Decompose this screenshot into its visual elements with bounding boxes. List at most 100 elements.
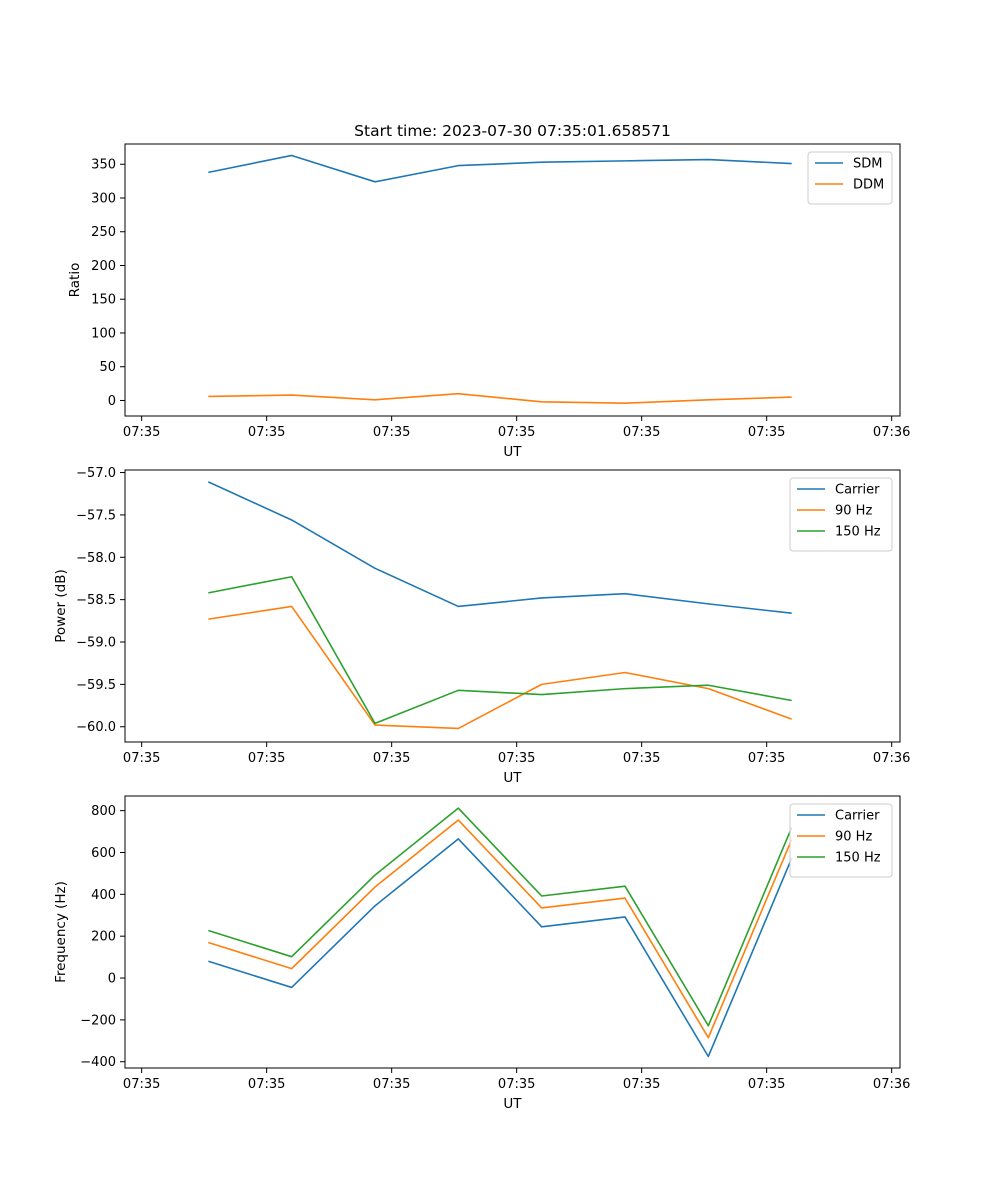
data-point-150-hz	[373, 722, 376, 725]
series-line-150-hz	[208, 575, 792, 725]
legend-label: 150 Hz	[835, 525, 881, 540]
x-tick-label: 07:35	[748, 1077, 785, 1092]
y-tick-label: 800	[91, 804, 116, 819]
data-point-150-hz	[457, 689, 460, 692]
x-axis-label: UT	[503, 1096, 522, 1112]
data-point-ddm	[623, 402, 626, 405]
y-tick-label: 350	[91, 158, 116, 173]
series-line-90-hz	[208, 605, 792, 730]
data-point-90-hz	[457, 818, 460, 821]
legend-label: 150 Hz	[835, 851, 881, 866]
x-tick-label: 07:35	[498, 425, 535, 440]
y-tick-label: 200	[91, 930, 116, 945]
y-tick-label: 600	[91, 846, 116, 861]
data-point-90-hz	[623, 897, 626, 900]
data-point-carrier	[373, 904, 376, 907]
series-line-150-hz	[208, 807, 793, 1027]
series-line-carrier	[208, 838, 793, 1058]
y-tick-label: −200	[80, 1013, 116, 1028]
x-tick-label: 07:36	[873, 1077, 910, 1092]
x-tick-label: 07:36	[873, 751, 910, 766]
data-point-carrier	[207, 960, 210, 963]
data-point-150-hz	[623, 885, 626, 888]
data-point-carrier	[623, 592, 626, 595]
y-tick-label: 50	[99, 360, 116, 375]
y-tick-label: −400	[80, 1055, 116, 1070]
y-tick-label: −59.5	[76, 678, 116, 693]
x-tick-label: 07:35	[248, 751, 285, 766]
series-line-sdm	[208, 154, 792, 183]
y-axis-label: Frequency (Hz)	[53, 881, 69, 983]
data-point-sdm	[457, 164, 460, 167]
data-point-90-hz	[207, 618, 210, 621]
x-tick-label: 07:35	[248, 1077, 285, 1092]
y-tick-label: −58.5	[76, 593, 116, 608]
x-tick-label: 07:35	[248, 425, 285, 440]
data-point-150-hz	[207, 929, 210, 932]
data-point-sdm	[540, 161, 543, 164]
frequency-panel: 07:35 07:35 07:35 07:35 07:35 07:35 07:36 UT −40…	[53, 795, 910, 1112]
data-point-150-hz	[290, 575, 293, 578]
legend-label: Carrier	[835, 809, 880, 824]
data-point-150-hz	[207, 591, 210, 594]
power-panel: 07:35 07:35 07:35 07:35 07:35 07:35 07:36 UT −60…	[53, 466, 910, 786]
data-point-ddm	[790, 396, 793, 399]
data-point-ddm	[207, 395, 210, 398]
data-point-carrier	[457, 605, 460, 608]
data-point-90-hz	[540, 906, 543, 909]
y-tick-label: 250	[91, 225, 116, 240]
data-point-sdm	[707, 158, 710, 161]
data-point-ddm	[540, 400, 543, 403]
series-line-ddm	[208, 392, 792, 404]
legend: Carrier 90 Hz 150 Hz	[789, 803, 893, 878]
x-tick-label: 07:35	[123, 425, 160, 440]
data-point-carrier	[290, 986, 293, 989]
y-tick-label: 100	[91, 326, 116, 341]
y-tick-label: −60.0	[76, 720, 116, 735]
x-tick-label: 07:35	[123, 751, 160, 766]
x-tick-label: 07:35	[123, 1077, 160, 1092]
data-point-150-hz	[790, 699, 793, 702]
data-point-90-hz	[790, 718, 793, 721]
legend-label: 90 Hz	[835, 830, 872, 845]
legend-frame	[807, 151, 893, 205]
legend: SDM DDM	[807, 151, 893, 205]
data-point-carrier	[373, 567, 376, 570]
data-point-150-hz	[540, 693, 543, 696]
data-point-carrier	[707, 1055, 710, 1058]
data-point-sdm	[290, 154, 293, 157]
data-point-90-hz	[540, 683, 543, 686]
figure-title: Start time: 2023-07-30 07:35:01.658571	[354, 122, 671, 140]
data-point-150-hz	[623, 687, 626, 690]
axes-frame	[124, 469, 901, 743]
y-tick-label: −59.0	[76, 636, 116, 651]
x-tick-label: 07:35	[373, 1077, 410, 1092]
data-point-sdm	[207, 171, 210, 174]
data-point-90-hz	[290, 967, 293, 970]
data-point-carrier	[623, 915, 626, 918]
data-point-carrier	[540, 925, 543, 928]
x-tick-label: 07:35	[373, 425, 410, 440]
y-tick-label: 400	[91, 888, 116, 903]
data-point-carrier	[707, 602, 710, 605]
data-point-carrier	[207, 480, 210, 483]
data-point-150-hz	[707, 684, 710, 687]
data-point-90-hz	[457, 727, 460, 730]
data-point-90-hz	[707, 1036, 710, 1039]
y-tick-label: −57.5	[76, 508, 116, 523]
data-point-90-hz	[707, 687, 710, 690]
data-point-150-hz	[290, 955, 293, 958]
x-tick-label: 07:35	[498, 751, 535, 766]
data-point-90-hz	[373, 885, 376, 888]
x-tick-label: 07:36	[873, 425, 910, 440]
data-point-carrier	[790, 612, 793, 615]
data-point-ddm	[373, 398, 376, 401]
y-tick-label: 300	[91, 191, 116, 206]
axes-frame	[124, 143, 901, 417]
x-tick-label: 07:35	[623, 751, 660, 766]
x-tick-label: 07:35	[623, 425, 660, 440]
y-tick-label: −58.0	[76, 551, 116, 566]
legend-frame	[789, 803, 893, 878]
legend-frame	[789, 477, 893, 552]
